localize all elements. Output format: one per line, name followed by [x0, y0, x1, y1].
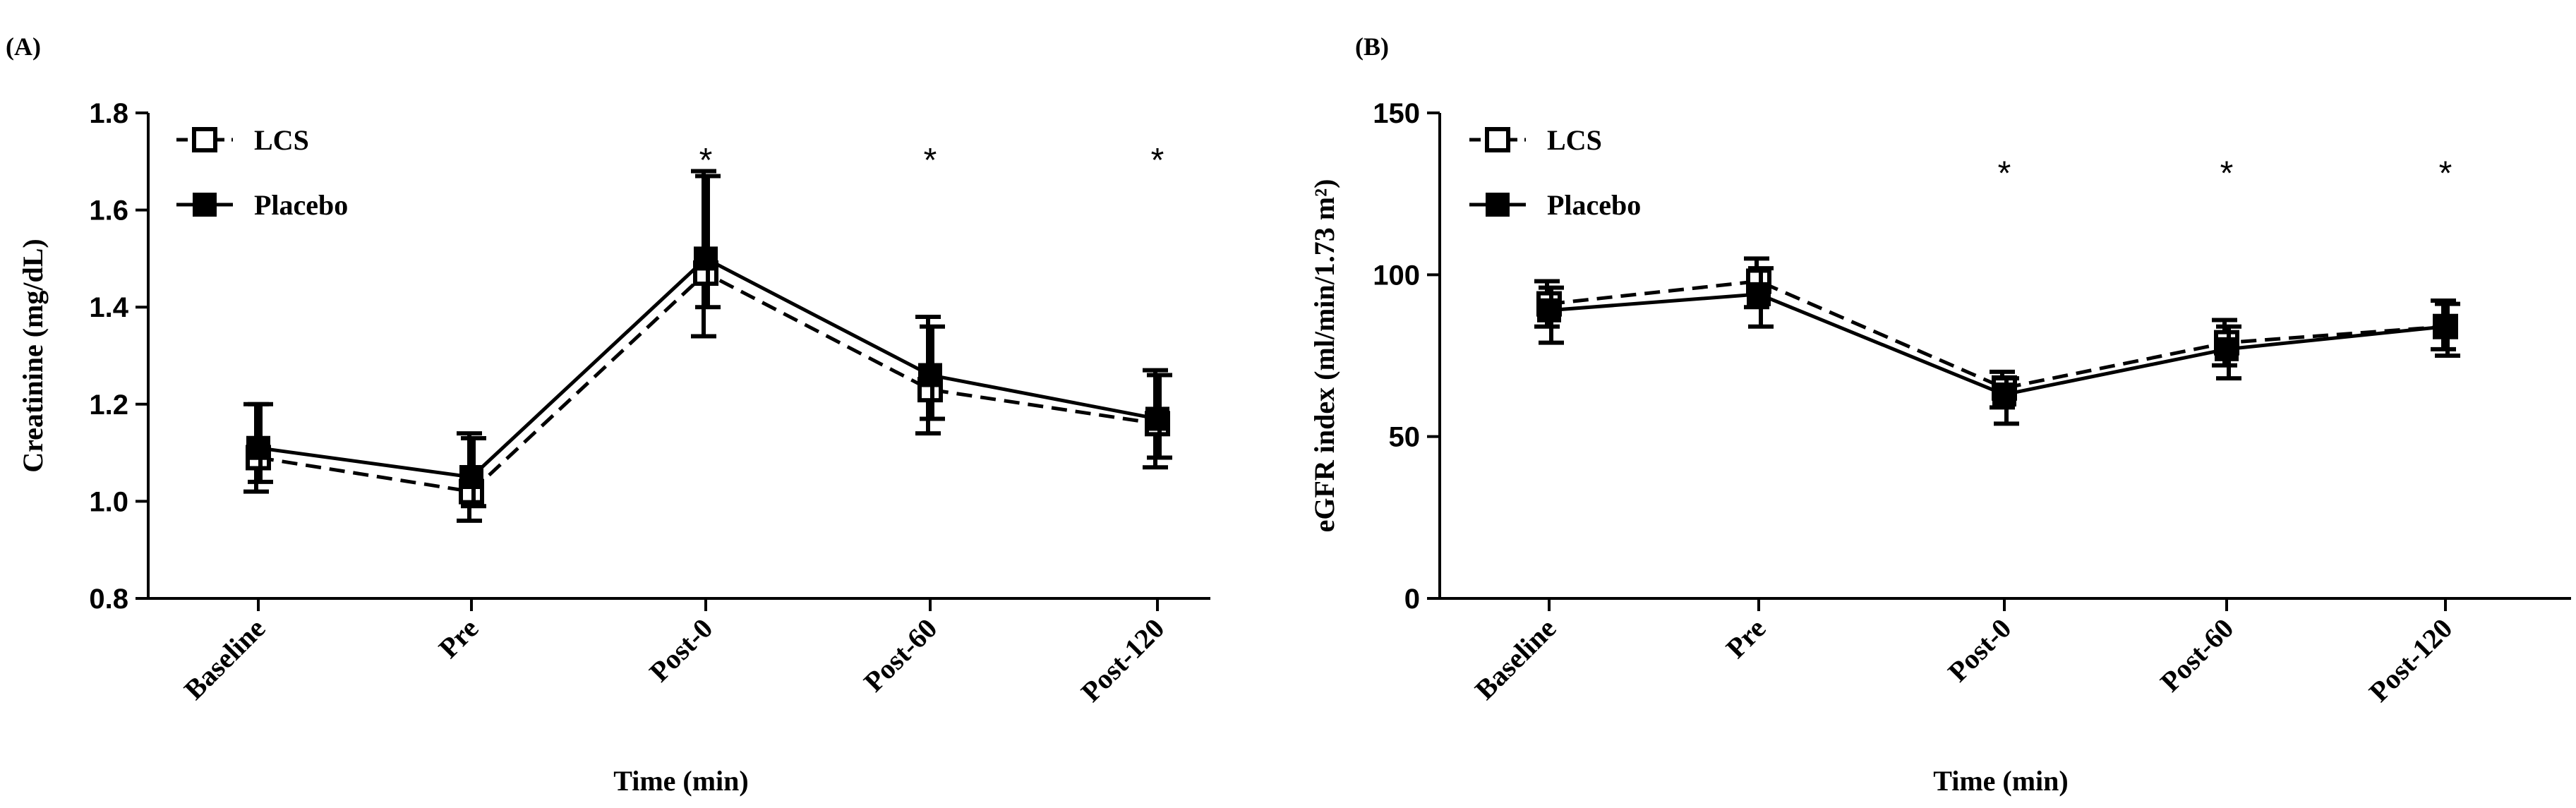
- data-point-filled-square: [1747, 282, 1771, 306]
- data-point-filled-square: [918, 363, 942, 387]
- x-tick-label: Post-60: [2154, 613, 2239, 698]
- data-point-filled-square: [694, 246, 718, 271]
- x-tick-label: Post-60: [857, 613, 943, 698]
- panel-b: (B) 0 50 100 150 Baseline Pre Post-0 Post-60 Post…: [1308, 32, 2571, 797]
- y-axis-title: eGFR index (ml/min/1.73 m²): [1308, 179, 1340, 533]
- data-point-filled-square: [2215, 337, 2239, 361]
- legend-item: Placebo: [1469, 189, 1641, 221]
- data-point-filled-square: [246, 435, 270, 460]
- legend-item: Placebo: [176, 189, 348, 221]
- data-point-filled-square: [1992, 382, 2016, 407]
- legend-marker-filled-square: [1486, 193, 1510, 217]
- legend-label: Placebo: [254, 189, 348, 221]
- x-axis-title: Time (min): [613, 765, 748, 797]
- x-tick-label: Post-120: [1075, 613, 1171, 708]
- legend-label: Placebo: [1547, 189, 1641, 221]
- x-tick-label: Post-0: [1942, 613, 2017, 688]
- x-tick-label: Baseline: [178, 613, 271, 706]
- y-tick-label: 1.8: [89, 98, 128, 129]
- x-tick-label: Pre: [433, 613, 485, 665]
- legend-marker-open-square: [1485, 127, 1510, 152]
- legend-label: LCS: [1547, 124, 1602, 156]
- x-tick-label: Post-120: [2363, 613, 2459, 708]
- data-point-filled-square: [459, 465, 483, 489]
- y-tick-label: 150: [1373, 98, 1420, 129]
- significance-marker: *: [2220, 155, 2234, 192]
- panel-label: (A): [6, 32, 41, 61]
- y-tick-label: 1.6: [89, 195, 128, 227]
- panel-a: (A) 0.8 1.0 1.2 1.4 1.6 1.8 Baseline Pre Post-0 Po…: [6, 32, 1210, 797]
- significance-marker: *: [1151, 142, 1164, 179]
- y-tick-label: 0: [1404, 584, 1420, 615]
- x-tick-label: Pre: [1720, 613, 1772, 665]
- y-tick-label: 50: [1389, 422, 1421, 453]
- significance-marker: *: [699, 142, 713, 179]
- x-tick-label: Post-0: [643, 613, 718, 688]
- legend-label: LCS: [254, 124, 309, 156]
- panel-label: (B): [1355, 32, 1389, 61]
- x-axis-title: Time (min): [1933, 765, 2068, 797]
- series-placebo: [1537, 266, 2460, 426]
- data-point-filled-square: [2433, 314, 2457, 339]
- legend-item: LCS: [1469, 124, 1602, 156]
- significance-marker: *: [2439, 155, 2452, 192]
- legend-marker-filled-square: [193, 193, 217, 217]
- y-tick-label: 100: [1373, 260, 1420, 291]
- y-tick-label: 1.2: [89, 390, 128, 421]
- y-tick-label: 1.4: [89, 292, 128, 323]
- legend-marker-open-square: [192, 127, 217, 152]
- data-point-filled-square: [1145, 406, 1169, 431]
- series-placebo: [246, 174, 1172, 509]
- data-point-filled-square: [1537, 298, 1561, 322]
- y-tick-label: 1.0: [89, 486, 128, 517]
- legend-item: LCS: [176, 124, 309, 156]
- x-tick-label: Baseline: [1469, 613, 1562, 706]
- y-axis-title: Creatinine (mg/dL): [17, 239, 49, 472]
- significance-marker: *: [1998, 155, 2011, 192]
- series-line: [1548, 279, 2446, 390]
- significance-marker: *: [924, 142, 937, 179]
- y-tick-label: 0.8: [89, 584, 128, 615]
